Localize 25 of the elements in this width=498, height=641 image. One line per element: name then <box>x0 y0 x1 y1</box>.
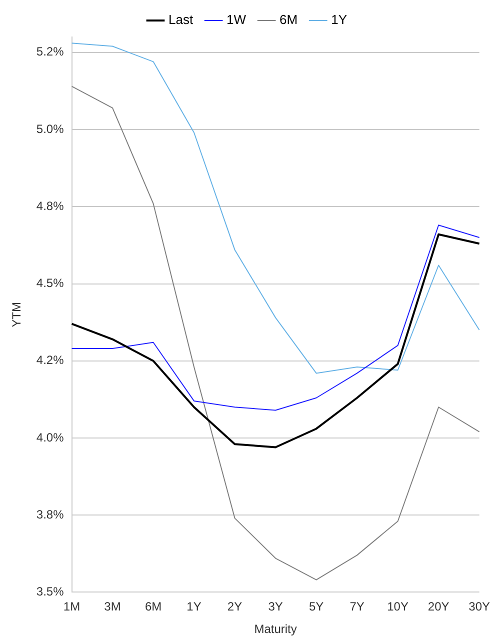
y-tick-label: 4.5% <box>36 276 64 290</box>
y-tick-label: 3.8% <box>36 507 64 522</box>
y-axis-title: YTM <box>10 302 24 328</box>
x-tick-label: 3M <box>104 600 121 614</box>
y-tick-label: 3.5% <box>36 584 64 599</box>
x-tick-label: 20Y <box>428 600 450 614</box>
x-axis-title: Maturity <box>254 622 297 636</box>
x-tick-label: 1M <box>63 600 80 614</box>
y-tick-label: 4.8% <box>36 198 64 213</box>
y-tick-label: 5.2% <box>36 44 64 59</box>
x-tick-label: 7Y <box>350 600 364 614</box>
y-tick-label: 5.0% <box>36 122 64 136</box>
y-tick-label: 4.2% <box>36 353 64 368</box>
legend-label: 1Y <box>331 12 348 28</box>
x-tick-label: 30Y <box>468 600 490 614</box>
x-tick-label: 10Y <box>387 600 408 614</box>
x-tick-label: 1Y <box>186 600 202 614</box>
y-tick-label: 4.0% <box>36 430 64 444</box>
x-tick-label: 6M <box>144 600 162 614</box>
x-tick-label: 2Y <box>227 600 242 614</box>
legend-label: Last <box>168 12 194 28</box>
x-tick-label: 3Y <box>268 600 283 614</box>
x-tick-label: 5Y <box>308 600 324 614</box>
legend-label: 6M <box>280 12 298 28</box>
legend-label: 1W <box>226 12 247 28</box>
